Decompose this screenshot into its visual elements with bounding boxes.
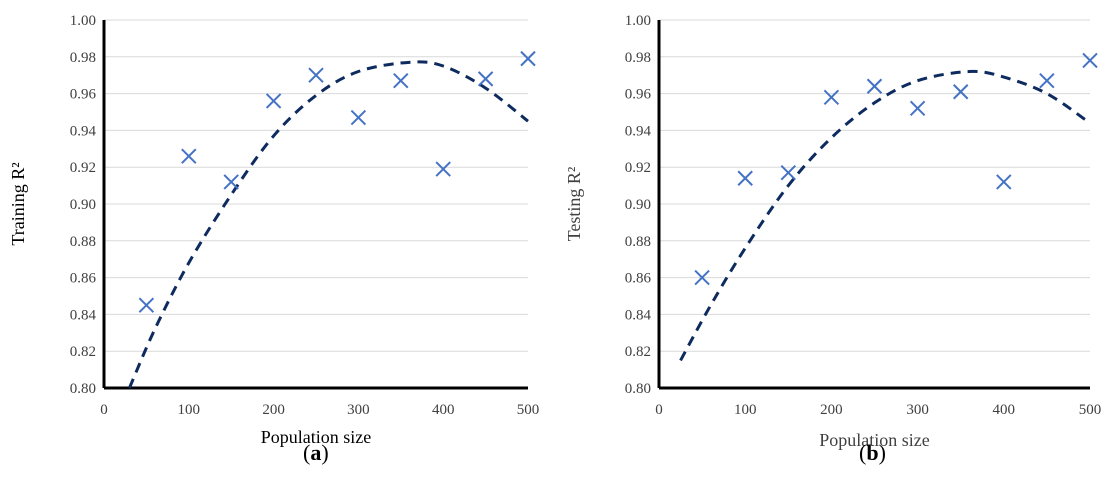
panel-b-point-3 xyxy=(780,165,797,181)
x-marker-stroke xyxy=(1039,73,1055,89)
panel-b-y-tick-label: 0.96 xyxy=(625,87,652,103)
panel-a-y-tick-label: 0.84 xyxy=(70,307,97,323)
panel-a-point-8 xyxy=(435,161,451,177)
panel-a-y-tick-label: 0.90 xyxy=(70,197,96,213)
panel-b-x-tick-label: 0 xyxy=(655,402,663,418)
panel-b-point-5 xyxy=(866,78,883,94)
panel-a-point-1 xyxy=(138,297,155,313)
panel-b-y-tick-label: 0.90 xyxy=(625,197,651,213)
panel-b-point-8 xyxy=(996,174,1012,190)
panel-a-point-9 xyxy=(477,71,494,87)
panel-b-point-7 xyxy=(952,84,969,100)
panel-a-y-tick-label: 0.88 xyxy=(70,234,96,250)
x-marker-stroke xyxy=(1082,52,1098,69)
x-marker-stroke xyxy=(737,170,753,186)
x-marker-stroke xyxy=(996,174,1012,190)
panel-b-point-4 xyxy=(823,89,840,105)
panel-a-y-tick-label: 0.82 xyxy=(70,344,96,360)
x-marker-stroke xyxy=(694,269,710,286)
panel-a-point-2 xyxy=(181,148,197,164)
panel-b-point-2 xyxy=(737,170,753,186)
panel-b-point-6 xyxy=(909,100,926,117)
panel-a-x-tick-label: 300 xyxy=(347,402,370,418)
x-marker-stroke xyxy=(780,165,797,181)
panel-b-y-tick-label: 0.80 xyxy=(625,381,651,397)
x-marker-stroke xyxy=(138,297,155,313)
panel-b-y-tick-label: 0.82 xyxy=(625,344,651,360)
panel-a-x-tick-label: 500 xyxy=(517,402,540,418)
x-marker-stroke xyxy=(181,148,197,164)
panel-a-y-tick-label: 0.92 xyxy=(70,160,96,176)
panel-b-y-tick-label: 0.86 xyxy=(625,271,652,287)
x-marker-stroke xyxy=(265,93,282,109)
panel-b-y-tick-label: 0.88 xyxy=(625,234,651,250)
panel-label-b: (b) xyxy=(859,440,886,465)
panel-b-y-tick-label: 1.00 xyxy=(625,13,651,29)
panel-b-x-tick-label: 100 xyxy=(734,402,757,418)
panel-a-point-10 xyxy=(520,50,536,67)
panel-a-x-axis-title: Population size xyxy=(261,427,372,447)
x-marker-stroke xyxy=(823,89,840,105)
x-marker-stroke xyxy=(866,78,883,94)
panel-b-y-tick-label: 0.94 xyxy=(625,123,652,139)
panel-b-x-axis-title: Population size xyxy=(819,430,930,450)
panel-b-point-10 xyxy=(1082,52,1098,69)
x-marker-stroke xyxy=(308,67,324,83)
panel-b-trendline xyxy=(679,69,1091,362)
x-marker-stroke xyxy=(909,100,926,117)
panel-a-y-tick-label: 1.00 xyxy=(70,13,96,29)
panel-b-point-9 xyxy=(1039,73,1055,89)
x-marker-stroke xyxy=(435,161,451,177)
panel-a-x-tick-label: 0 xyxy=(100,402,108,418)
x-marker-stroke xyxy=(520,50,536,67)
panel-a-trendline xyxy=(128,60,529,389)
x-marker-stroke xyxy=(477,71,494,87)
panel-label-a: (a) xyxy=(303,440,329,465)
x-marker-stroke xyxy=(350,109,367,126)
panel-a-point-4 xyxy=(265,93,282,109)
panel-b-y-tick-label: 0.84 xyxy=(625,307,652,323)
panel-a-y-tick-label: 0.80 xyxy=(70,381,96,397)
panel-a-point-5 xyxy=(308,67,324,83)
panel-b-y-axis-title: Testing R² xyxy=(564,167,584,242)
x-marker-stroke xyxy=(393,73,409,89)
panel-b-y-tick-label: 0.98 xyxy=(625,50,651,66)
panel-a-y-tick-label: 0.86 xyxy=(70,271,97,287)
panel-b-x-tick-label: 200 xyxy=(820,402,843,418)
panel-a-y-axis-title: Training R² xyxy=(8,162,28,245)
panel-b-point-1 xyxy=(694,269,710,286)
panel-a-y-tick-label: 0.94 xyxy=(70,123,97,139)
panel-a-x-tick-label: 100 xyxy=(178,402,201,418)
panel-a-y-tick-label: 0.98 xyxy=(70,50,96,66)
panel-a-point-3 xyxy=(223,174,239,190)
panel-b-x-tick-label: 400 xyxy=(993,402,1016,418)
panel-b-x-tick-label: 500 xyxy=(1079,402,1102,418)
panel-b-x-tick-label: 300 xyxy=(906,402,929,418)
x-marker-stroke xyxy=(223,174,239,190)
panel-a-point-7 xyxy=(393,73,409,89)
x-marker-stroke xyxy=(952,84,969,100)
panel-a-point-6 xyxy=(350,109,367,126)
panel-a-y-tick-label: 0.96 xyxy=(70,87,97,103)
panel-b-y-tick-label: 0.92 xyxy=(625,160,651,176)
panel-a-x-tick-label: 200 xyxy=(262,402,285,418)
panel-a-x-tick-label: 400 xyxy=(432,402,455,418)
